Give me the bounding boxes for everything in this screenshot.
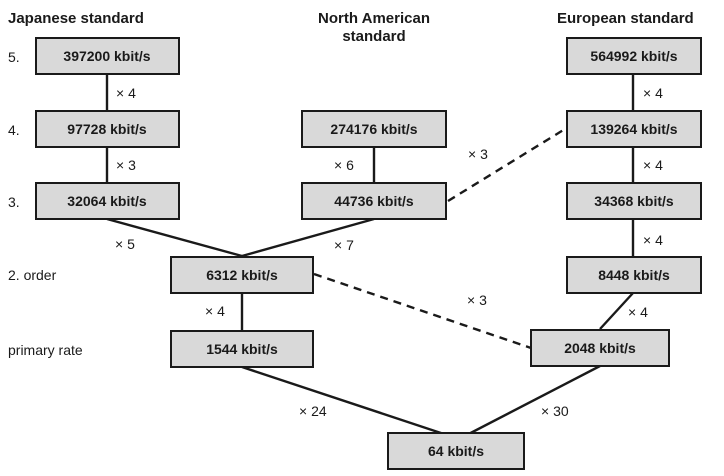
- line-p1544-base: [241, 365, 460, 441]
- header-north-american: North American: [318, 10, 430, 27]
- rate-label: 44736 kbit/s: [334, 193, 414, 209]
- multiplier-na4-na3: × 6: [334, 157, 354, 173]
- rate-box-na3: 44736 kbit/s: [301, 182, 447, 220]
- rate-box-jp5: 397200 kbit/s: [35, 37, 180, 75]
- multiplier-eu2-p2048: × 4: [628, 304, 648, 320]
- rate-label: 34368 kbit/s: [594, 193, 674, 209]
- multiplier-eu3-eu2: × 4: [643, 232, 663, 248]
- rate-box-na4: 274176 kbit/s: [301, 110, 447, 148]
- multiplier-p2048-base: × 30: [541, 403, 569, 419]
- header-japanese: Japanese standard: [8, 10, 144, 27]
- rate-box-eu5: 564992 kbit/s: [566, 37, 702, 75]
- line-p2048-base: [458, 364, 601, 441]
- level-label-2-order: 2. order: [8, 267, 57, 283]
- rate-label: 1544 kbit/s: [206, 341, 278, 357]
- multiplier-o2-p2048: × 3: [467, 292, 487, 308]
- rate-label: 564992 kbit/s: [590, 48, 677, 64]
- multiplier-eu4-eu3: × 4: [643, 157, 663, 173]
- level-label-3: 3.: [8, 194, 20, 210]
- rate-label: 64 kbit/s: [428, 443, 484, 459]
- line-na3-eu4: [447, 127, 566, 203]
- level-label-primary-rate: primary rate: [8, 342, 83, 358]
- multiplier-o2-p1544: × 4: [205, 303, 225, 319]
- rate-label: 8448 kbit/s: [598, 267, 670, 283]
- multiplier-na3-eu4: × 3: [468, 146, 488, 162]
- line-o2-p2048: [313, 272, 532, 350]
- rate-box-eu2: 8448 kbit/s: [566, 256, 702, 294]
- rate-label: 32064 kbit/s: [67, 193, 147, 209]
- rate-box-base: 64 kbit/s: [387, 432, 525, 470]
- header-european: European standard: [557, 10, 694, 27]
- rate-box-jp4: 97728 kbit/s: [35, 110, 180, 148]
- multiplier-p1544-base: × 24: [299, 403, 327, 419]
- multiplier-jp5-jp4: × 4: [116, 85, 136, 101]
- multiplier-jp4-jp3: × 3: [116, 157, 136, 173]
- rate-label: 97728 kbit/s: [67, 121, 147, 137]
- line-eu2-p2048: [599, 292, 634, 330]
- rate-box-jp3: 32064 kbit/s: [35, 182, 180, 220]
- multiplier-eu5-eu4: × 4: [643, 85, 663, 101]
- rate-label: 2048 kbit/s: [564, 340, 636, 356]
- rate-label: 6312 kbit/s: [206, 267, 278, 283]
- header-north-american-2: standard: [342, 28, 405, 45]
- rate-label: 139264 kbit/s: [590, 121, 677, 137]
- rate-box-p2048: 2048 kbit/s: [530, 329, 670, 367]
- rate-label: 274176 kbit/s: [330, 121, 417, 137]
- rate-box-o2: 6312 kbit/s: [170, 256, 314, 294]
- rate-box-eu4: 139264 kbit/s: [566, 110, 702, 148]
- multiplier-na3-o2: × 7: [334, 237, 354, 253]
- line-na3-o2: [241, 217, 375, 258]
- level-label-5: 5.: [8, 49, 20, 65]
- connectors: [105, 74, 635, 441]
- multiplier-jp3-o2: × 5: [115, 236, 135, 252]
- rate-label: 397200 kbit/s: [63, 48, 150, 64]
- level-label-4: 4.: [8, 122, 20, 138]
- line-jp3-o2: [106, 217, 243, 258]
- rate-box-eu3: 34368 kbit/s: [566, 182, 702, 220]
- rate-box-p1544: 1544 kbit/s: [170, 330, 314, 368]
